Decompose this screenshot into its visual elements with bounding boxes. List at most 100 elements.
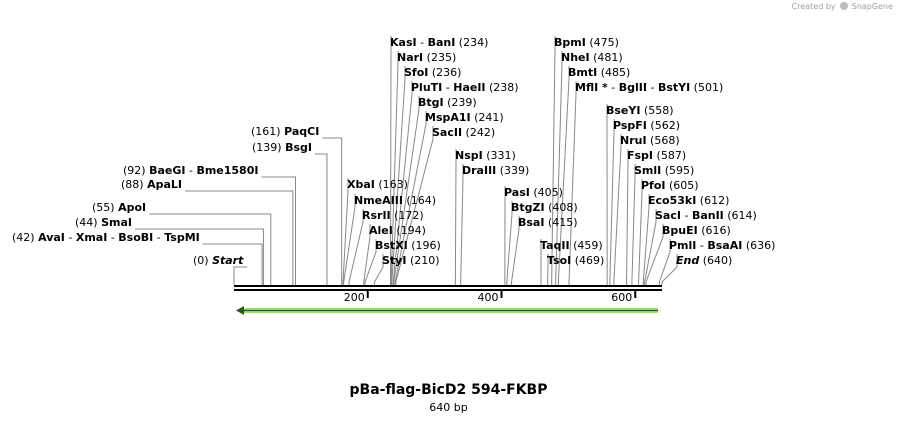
cut-position: (640) — [699, 254, 732, 267]
cut-position: (587) — [653, 149, 686, 162]
enzyme-label-bmti[interactable]: BmtI (485) — [568, 66, 630, 79]
enzyme-label-nspi[interactable]: NspI (331) — [455, 149, 516, 162]
enzyme-name: NmeAIII — [354, 194, 403, 207]
enzyme-label-aval[interactable]: (42) AvaI - XmaI - BsoBI - TspMI — [12, 231, 200, 244]
cut-position: (636) — [742, 239, 775, 252]
cut-line-rsrii — [348, 209, 364, 285]
name-separator: - — [647, 81, 658, 94]
enzyme-label-sfoi[interactable]: SfoI (236) — [404, 66, 461, 79]
enzyme-label-apali[interactable]: (88) ApaLI — [121, 178, 182, 191]
cut-position: (475) — [586, 36, 619, 49]
name-separator: - — [65, 231, 76, 244]
cut-position: (405) — [530, 186, 563, 199]
enzyme-label-bpuei[interactable]: BpuEI (616) — [662, 224, 731, 237]
enzyme-label-bstxi[interactable]: BstXI (196) — [375, 239, 441, 252]
enzyme-label-taqii[interactable]: TaqII (459) — [540, 239, 603, 252]
enzyme-name: NruI — [620, 134, 647, 147]
enzyme-label-btgi[interactable]: BtgI (239) — [418, 96, 477, 109]
enzyme-label-end[interactable]: End (640) — [676, 254, 732, 267]
enzyme-label-pfoi[interactable]: PfoI (605) — [641, 179, 699, 192]
enzyme-label-nmeaiii[interactable]: NmeAIII (164) — [354, 194, 436, 207]
enzyme-label-bseyi[interactable]: BseYI (558) — [606, 104, 674, 117]
cut-position: (139) — [252, 141, 285, 154]
enzyme-name: StyI — [382, 254, 406, 267]
enzyme-name: End — [676, 254, 699, 267]
enzyme-name: RsrII — [362, 209, 391, 222]
cut-position: (234) — [455, 36, 488, 49]
cut-position: (415) — [544, 216, 577, 229]
enzyme-label-eco53ki[interactable]: Eco53kI (612) — [648, 194, 729, 207]
cut-line-nmeaiii — [343, 194, 356, 285]
enzyme-label-bsgi[interactable]: (139) BsgI — [252, 141, 312, 154]
cut-line-btgi — [393, 96, 420, 285]
enzyme-label-bpmi[interactable]: BpmI (475) — [554, 36, 619, 49]
cut-position: (614) — [724, 209, 757, 222]
cut-position: (568) — [647, 134, 680, 147]
enzyme-name: Start — [212, 254, 244, 267]
cut-position: (481) — [590, 51, 623, 64]
enzyme-label-apoi[interactable]: (55) ApoI — [92, 201, 146, 214]
enzyme-label-sacii[interactable]: SacII (242) — [432, 126, 495, 139]
enzyme-name: ApoI — [118, 201, 146, 214]
name-separator: - — [417, 36, 428, 49]
enzyme-label-baegi[interactable]: (92) BaeGI - Bme1580I — [123, 164, 258, 177]
cut-position: (612) — [696, 194, 729, 207]
cut-position: (501) — [690, 81, 723, 94]
name-separator: - — [442, 81, 453, 94]
enzyme-label-pspfi[interactable]: PspFI (562) — [613, 119, 680, 132]
enzyme-name: BstXI — [375, 239, 408, 252]
enzyme-label-pmli[interactable]: PmlI - BsaAI (636) — [669, 239, 775, 252]
cut-line-apali — [185, 190, 294, 285]
enzyme-label-btgzi[interactable]: BtgZI (408) — [511, 201, 578, 214]
cut-position: (562) — [647, 119, 680, 132]
name-separator: - — [153, 231, 164, 244]
cut-line-bmti — [557, 66, 570, 285]
enzyme-label-pluti[interactable]: PluTI - HaeII (238) — [411, 81, 519, 94]
name-separator: - — [696, 239, 707, 252]
enzyme-label-nhei[interactable]: NheI (481) — [561, 51, 623, 64]
cut-position: (172) — [391, 209, 424, 222]
cut-position: (485) — [597, 66, 630, 79]
enzyme-label-rsrii[interactable]: RsrII (172) — [362, 209, 424, 222]
enzyme-label-tsoi[interactable]: TsoI (469) — [547, 254, 604, 267]
enzyme-name: SmaI — [101, 216, 132, 229]
enzyme-label-nari[interactable]: NarI (235) — [397, 51, 456, 64]
enzyme-label-xbai[interactable]: XbaI (163) — [347, 178, 408, 191]
cut-line-pfoi — [638, 179, 643, 285]
cut-line-mspa1i — [394, 111, 427, 285]
enzyme-label-draiii[interactable]: DraIII (339) — [462, 164, 529, 177]
cut-line-draiii — [460, 164, 464, 285]
enzyme-label-smli[interactable]: SmlI (595) — [634, 164, 694, 177]
cut-line-saci — [644, 209, 657, 285]
cut-line-bstxi — [364, 239, 377, 285]
enzyme-label-alei[interactable]: AleI (194) — [369, 224, 426, 237]
enzyme-label-mfli[interactable]: MflI * - BglII - BstYI (501) — [575, 81, 723, 94]
enzyme-label-start[interactable]: (0) Start — [193, 254, 244, 267]
cut-line-bpuei — [645, 224, 664, 285]
enzyme-name: BseYI — [606, 104, 640, 117]
cut-position: (210) — [406, 254, 439, 267]
cut-position: (459) — [570, 239, 603, 252]
enzyme-label-saci[interactable]: SacI - BanII (614) — [655, 209, 757, 222]
enzyme-label-smai[interactable]: (44) SmaI — [75, 216, 132, 229]
enzyme-label-kasi[interactable]: KasI - BanI (234) — [390, 36, 488, 49]
enzyme-name: ApaLI — [147, 178, 182, 191]
enzyme-name: BsoBI — [118, 231, 153, 244]
cut-line-baegi — [261, 176, 297, 285]
cut-line-nspi — [454, 149, 457, 285]
cut-line-nrui — [613, 134, 622, 285]
enzyme-label-bsai[interactable]: BsaI (415) — [518, 216, 578, 229]
cut-position: (42) — [12, 231, 38, 244]
cut-position: (605) — [666, 179, 699, 192]
enzyme-label-nrui[interactable]: NruI (568) — [620, 134, 680, 147]
enzyme-label-pasi[interactable]: PasI (405) — [504, 186, 563, 199]
enzyme-label-styi[interactable]: StyI (210) — [382, 254, 440, 267]
cut-position: (339) — [496, 164, 529, 177]
cut-line-nari — [390, 51, 399, 285]
cut-position: (242) — [462, 126, 495, 139]
ruler-tick-label: 400 — [478, 291, 499, 304]
enzyme-label-fspi[interactable]: FspI (587) — [627, 149, 686, 162]
cut-line-bsai — [511, 216, 520, 285]
enzyme-label-mspa1i[interactable]: MspA1I (241) — [425, 111, 504, 124]
enzyme-label-paqci[interactable]: (161) PaqCI — [251, 125, 319, 138]
